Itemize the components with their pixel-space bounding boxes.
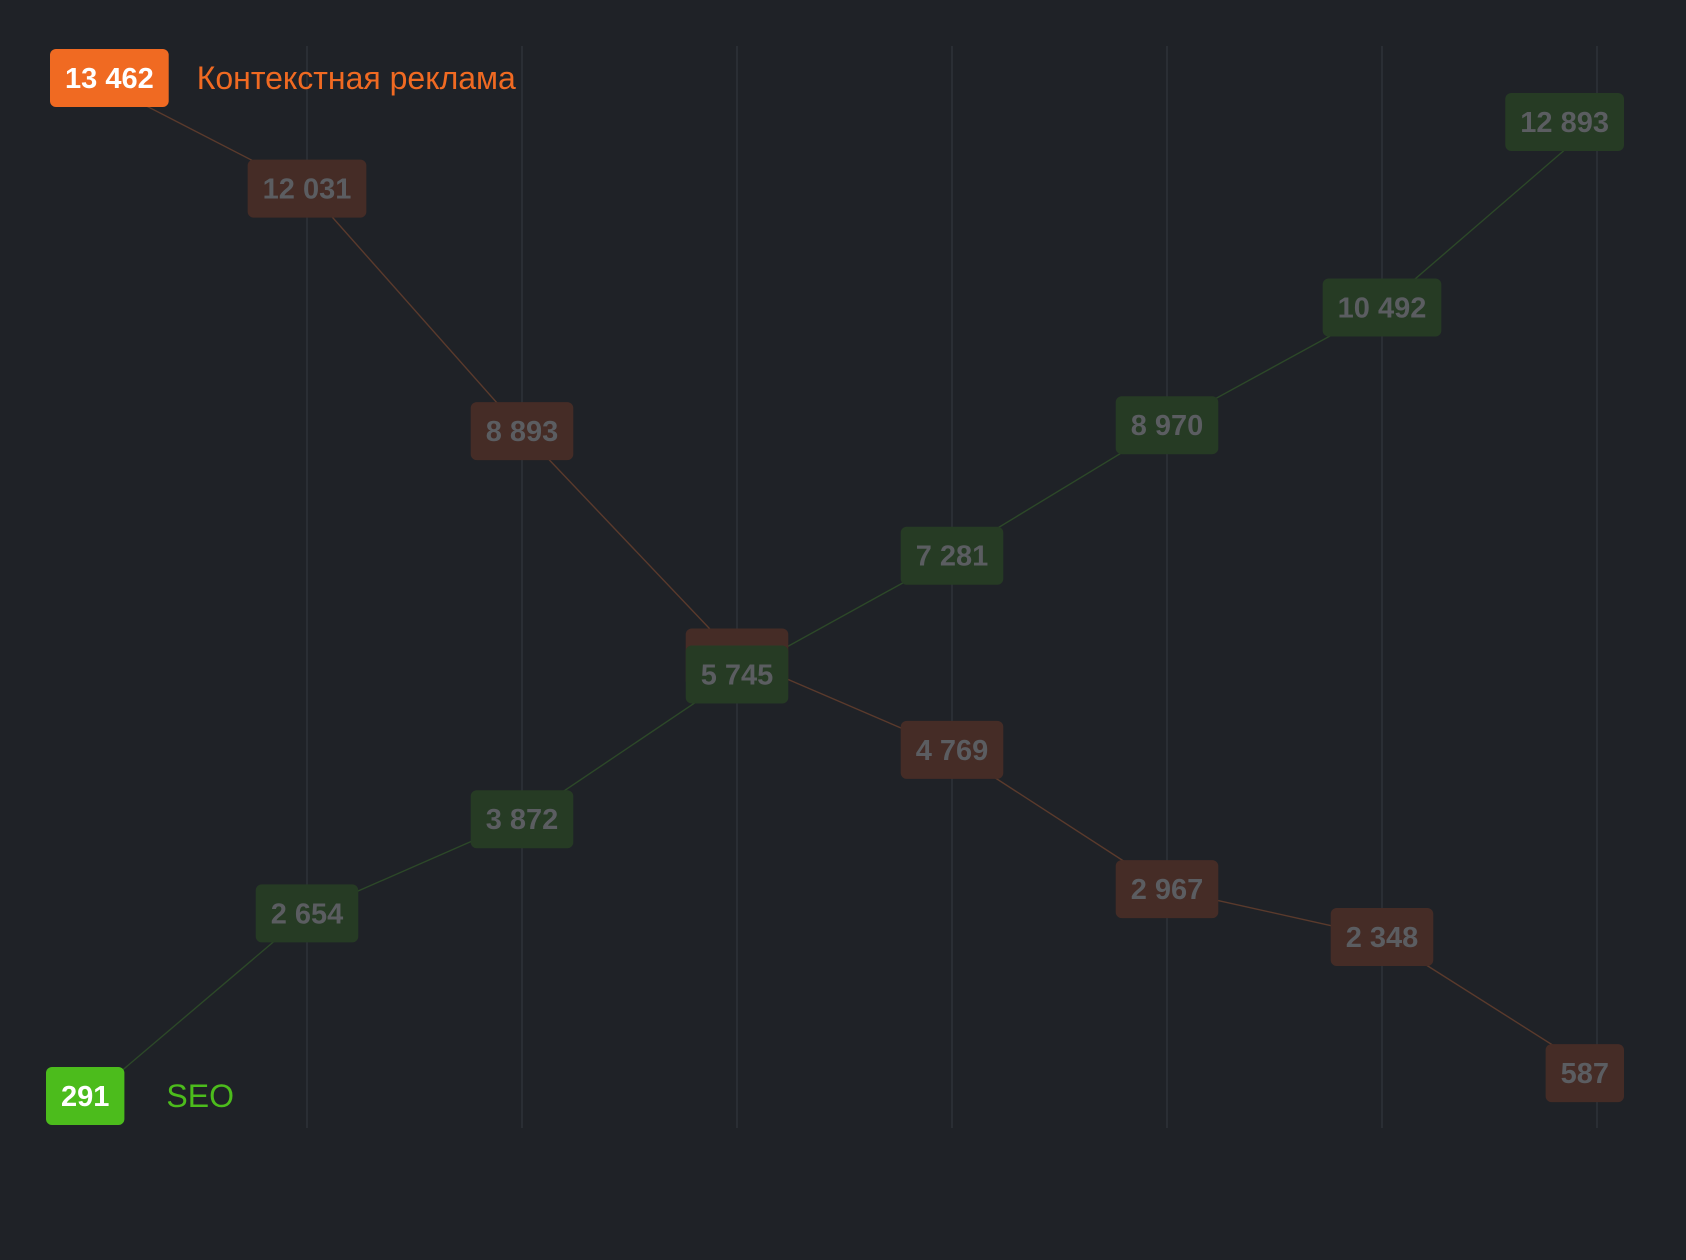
data-label-box <box>470 402 574 461</box>
data-label: 2 967 <box>1115 860 1219 919</box>
data-label-text: 12 031 <box>263 174 352 206</box>
series-name: SEO <box>166 1078 234 1114</box>
data-label-text: 12 893 <box>1520 107 1609 139</box>
data-label-text: 2 654 <box>271 898 344 930</box>
data-label: 3 872 <box>470 790 574 849</box>
data-label-box <box>470 790 574 849</box>
data-label-text: 4 769 <box>916 735 989 767</box>
data-label-box <box>685 645 789 704</box>
data-label-box <box>1115 396 1219 455</box>
data-label-box <box>46 1067 125 1125</box>
data-label-text: 8 970 <box>1131 410 1204 442</box>
data-label-box <box>1505 92 1624 151</box>
data-label: 4 769 <box>900 720 1004 779</box>
data-label: 12 031 <box>247 159 367 218</box>
data-label: 7 281 <box>900 526 1004 585</box>
data-label-box <box>900 526 1004 585</box>
data-label-text: 10 492 <box>1338 293 1427 325</box>
data-label-box <box>50 49 169 107</box>
data-label: 5 745 <box>685 645 789 704</box>
data-label-text: 5 745 <box>701 659 774 691</box>
data-label-text: 3 872 <box>486 804 559 836</box>
data-label-box <box>1545 1044 1624 1103</box>
data-label-box <box>247 159 367 218</box>
data-label: 13 462 <box>50 49 169 107</box>
data-label-box <box>255 884 359 943</box>
data-label: 12 893 <box>1505 92 1624 151</box>
data-label: 2 348 <box>1330 908 1434 967</box>
data-label: 8 970 <box>1115 396 1219 455</box>
data-label: 2 654 <box>255 884 359 943</box>
grid-lines <box>306 46 1598 1128</box>
data-label-text: 13 462 <box>65 63 154 95</box>
data-label: 587 <box>1545 1044 1624 1103</box>
data-label-box <box>1115 860 1219 919</box>
data-label-text: 7 281 <box>916 541 989 573</box>
data-label-text: 2 967 <box>1131 874 1204 906</box>
data-label-text: 2 348 <box>1346 922 1419 954</box>
data-label-text: 291 <box>61 1081 109 1113</box>
data-label-box <box>900 720 1004 779</box>
data-label-box <box>1322 278 1442 337</box>
legend: Контекстная реклама SEO <box>166 60 516 1114</box>
data-label: 10 492 <box>1322 278 1442 337</box>
data-label-text: 8 893 <box>486 416 559 448</box>
data-label: 291 <box>46 1067 125 1125</box>
series-name: Контекстная реклама <box>197 60 516 96</box>
data-label-text: 587 <box>1561 1058 1609 1090</box>
data-label: 8 893 <box>470 402 574 461</box>
data-label-box <box>1330 908 1434 967</box>
